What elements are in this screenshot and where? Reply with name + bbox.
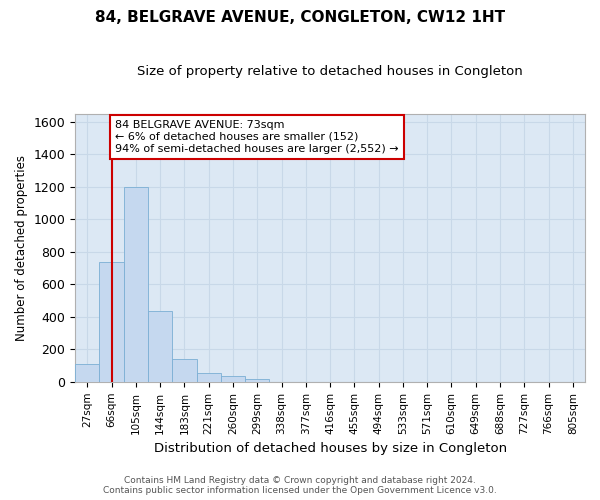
Text: Contains HM Land Registry data © Crown copyright and database right 2024.
Contai: Contains HM Land Registry data © Crown c… [103, 476, 497, 495]
X-axis label: Distribution of detached houses by size in Congleton: Distribution of detached houses by size … [154, 442, 506, 455]
Title: Size of property relative to detached houses in Congleton: Size of property relative to detached ho… [137, 65, 523, 78]
Bar [172, 359, 197, 382]
Y-axis label: Number of detached properties: Number of detached properties [15, 155, 28, 341]
Bar [221, 376, 245, 382]
Text: 84, BELGRAVE AVENUE, CONGLETON, CW12 1HT: 84, BELGRAVE AVENUE, CONGLETON, CW12 1HT [95, 10, 505, 25]
Bar [75, 364, 100, 382]
Bar [124, 187, 148, 382]
Bar [197, 373, 221, 382]
Bar [245, 379, 269, 382]
Bar [100, 262, 124, 382]
Bar [148, 311, 172, 382]
Text: 84 BELGRAVE AVENUE: 73sqm
← 6% of detached houses are smaller (152)
94% of semi-: 84 BELGRAVE AVENUE: 73sqm ← 6% of detach… [115, 120, 399, 154]
